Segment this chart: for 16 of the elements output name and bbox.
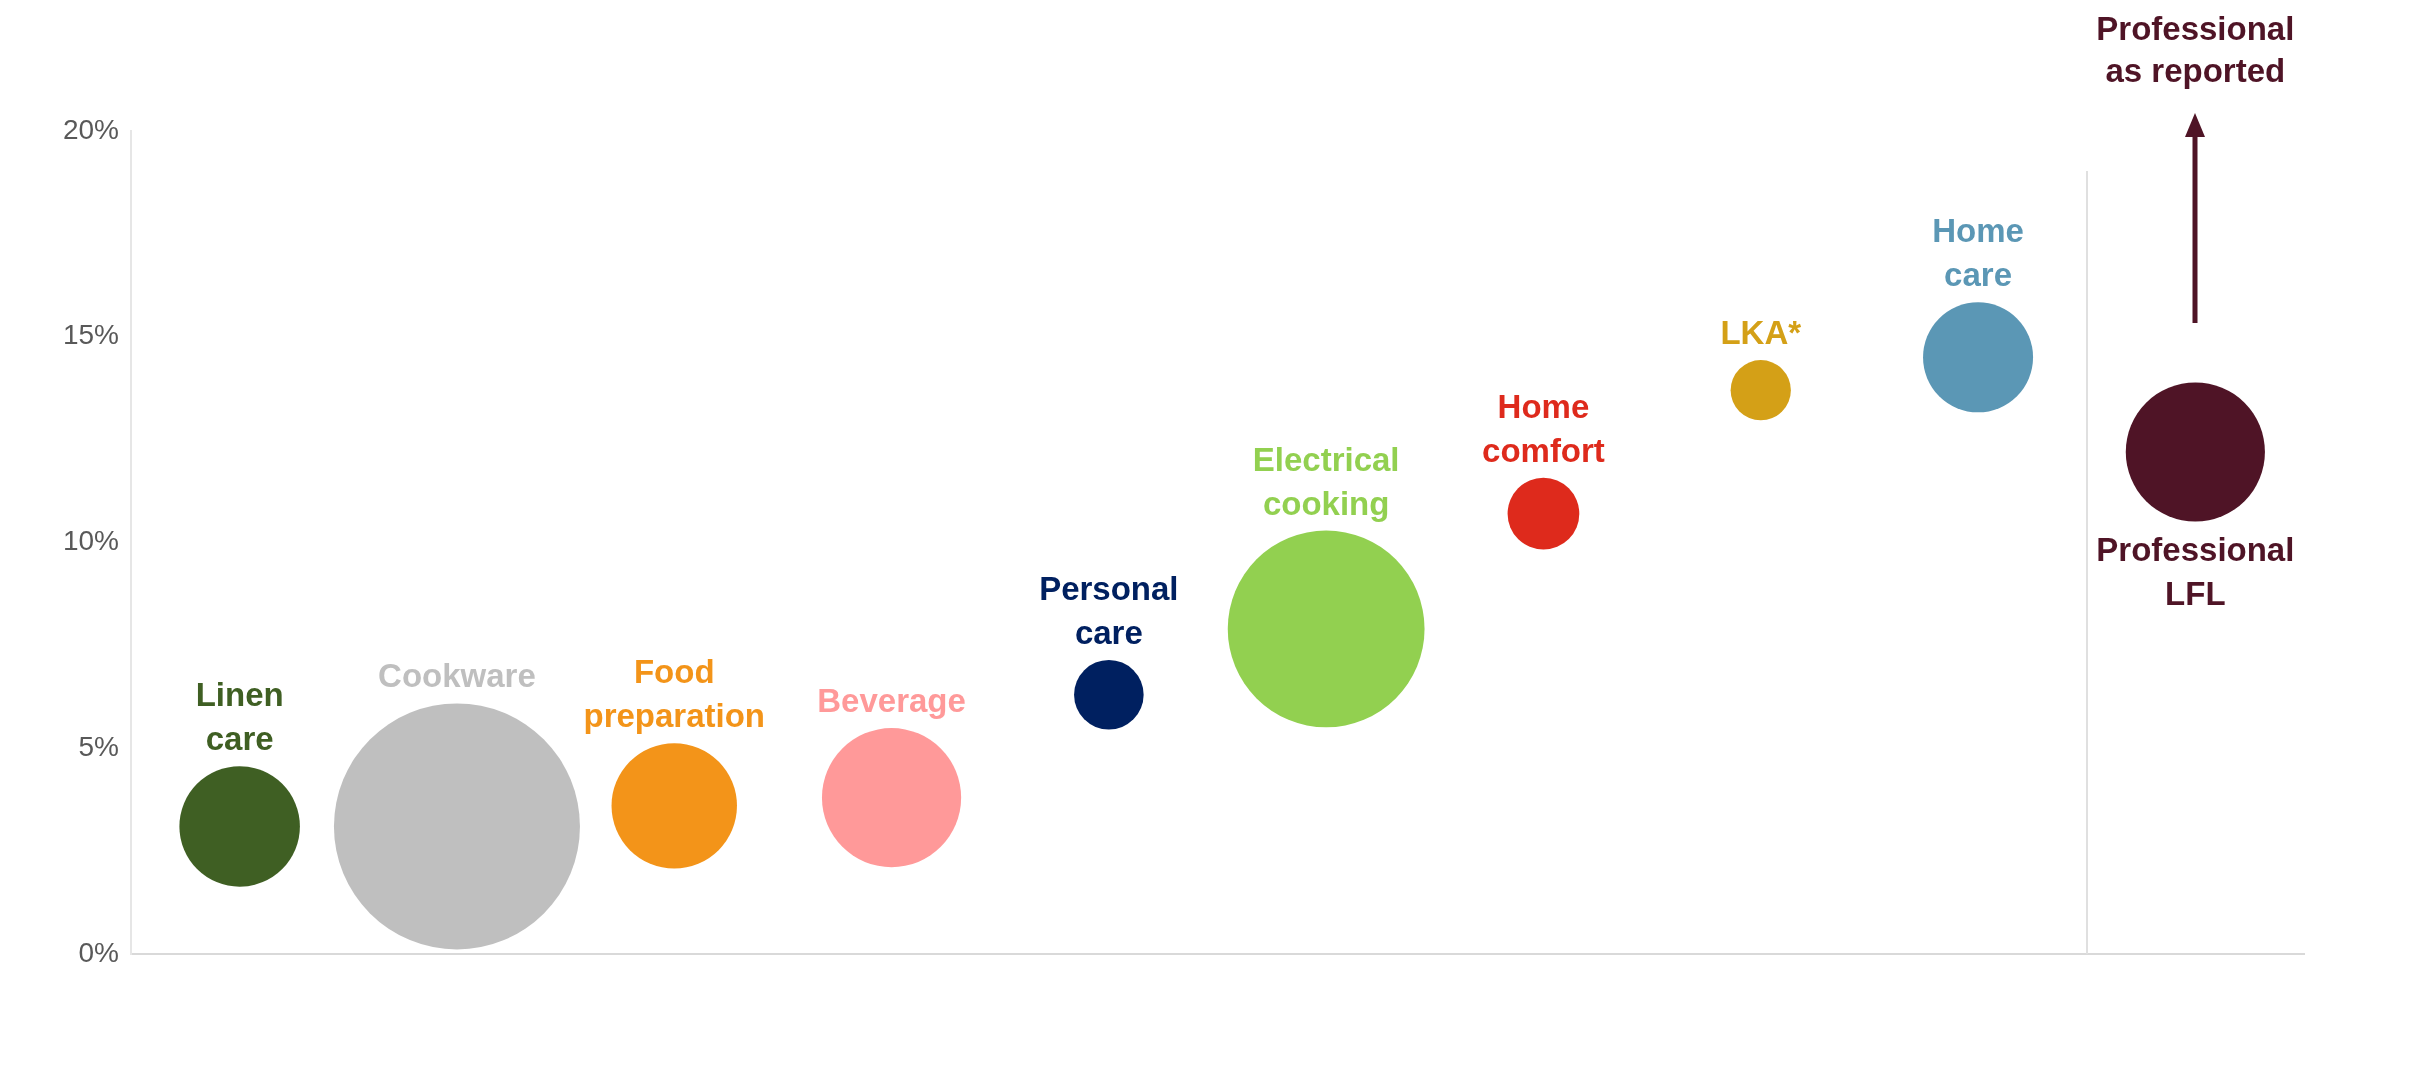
- series-label: Food preparation: [583, 653, 766, 735]
- y-tick-label: 5%: [78, 730, 119, 762]
- series-label: LKA*: [1720, 314, 1802, 352]
- series-label: Electrical cooking: [1252, 440, 1400, 522]
- y-tick-label: 15%: [62, 319, 119, 351]
- series-label: Personal care: [1039, 569, 1179, 651]
- series-label: Home comfort: [1482, 387, 1605, 469]
- series-label: Linen care: [195, 676, 284, 758]
- y-tick-label: 0%: [78, 936, 119, 968]
- text: Professional as reported: [2095, 9, 2296, 91]
- series-label: Home care: [1932, 212, 2024, 294]
- series-label: Cookware: [378, 657, 536, 695]
- y-tick-label: 20%: [62, 113, 119, 145]
- series-label: Professional LFL: [2096, 531, 2295, 613]
- series-label: Beverage: [817, 682, 966, 720]
- y-tick-label: 10%: [62, 525, 119, 557]
